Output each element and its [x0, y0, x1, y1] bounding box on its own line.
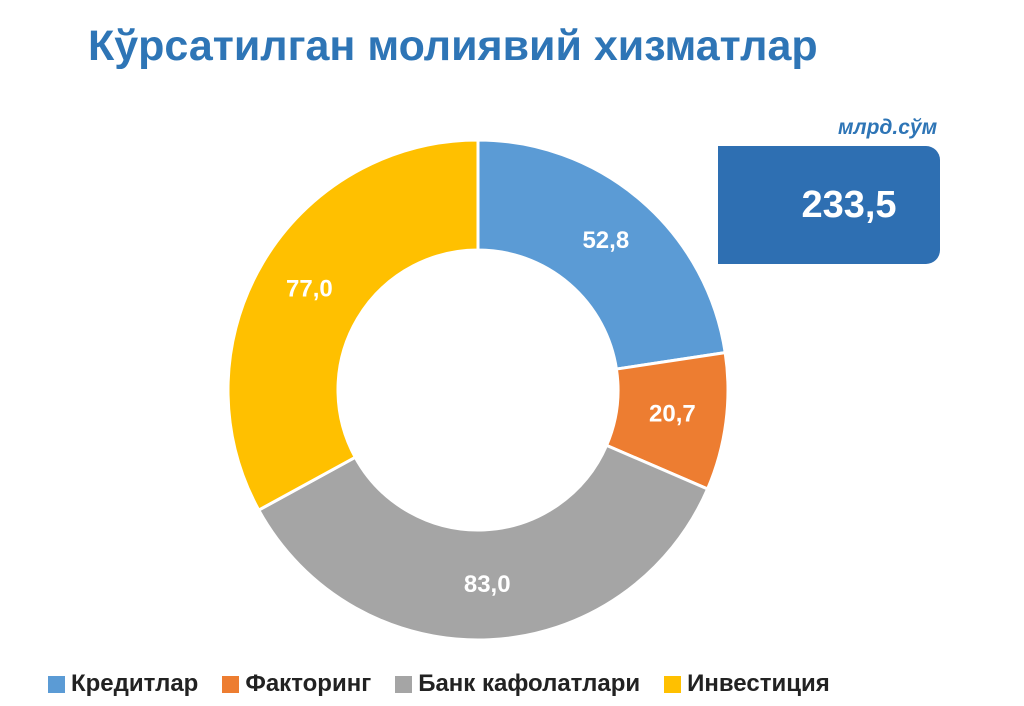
legend: Кредитлар Факторинг Банк кафолатлари Инв…: [48, 670, 854, 698]
legend-item: Кредитлар: [48, 670, 198, 698]
total-value: 233,5: [801, 183, 897, 226]
unit-label: млрд.сўм: [838, 116, 938, 139]
legend-label: Инвестиция: [687, 670, 830, 697]
chart-title: Кўрсатилган молиявий хизматлар: [88, 22, 818, 70]
slice-value-label: 77,0: [286, 275, 333, 302]
legend-label: Банк кафолатлари: [418, 670, 641, 697]
slice-value-label: 83,0: [464, 571, 511, 598]
legend-swatch: [48, 675, 65, 693]
slice-value-label: 20,7: [649, 400, 696, 427]
legend-item: Инвестиция: [664, 670, 830, 698]
donut-slice-2: [256, 443, 710, 642]
legend-swatch: [664, 675, 682, 693]
legend-label: Факторинг: [245, 670, 372, 697]
legend-item: Банк кафолатлари: [395, 670, 640, 698]
legend-swatch: [222, 675, 240, 693]
donut-slice-3: [226, 138, 480, 513]
legend-swatch: [395, 675, 413, 693]
legend-item: Факторинг: [222, 670, 371, 698]
slice-value-label: 52,8: [582, 227, 629, 254]
donut-slice-0: [476, 138, 727, 371]
total-callout: 233,5: [718, 146, 940, 264]
legend-label: Кредитлар: [71, 670, 199, 697]
